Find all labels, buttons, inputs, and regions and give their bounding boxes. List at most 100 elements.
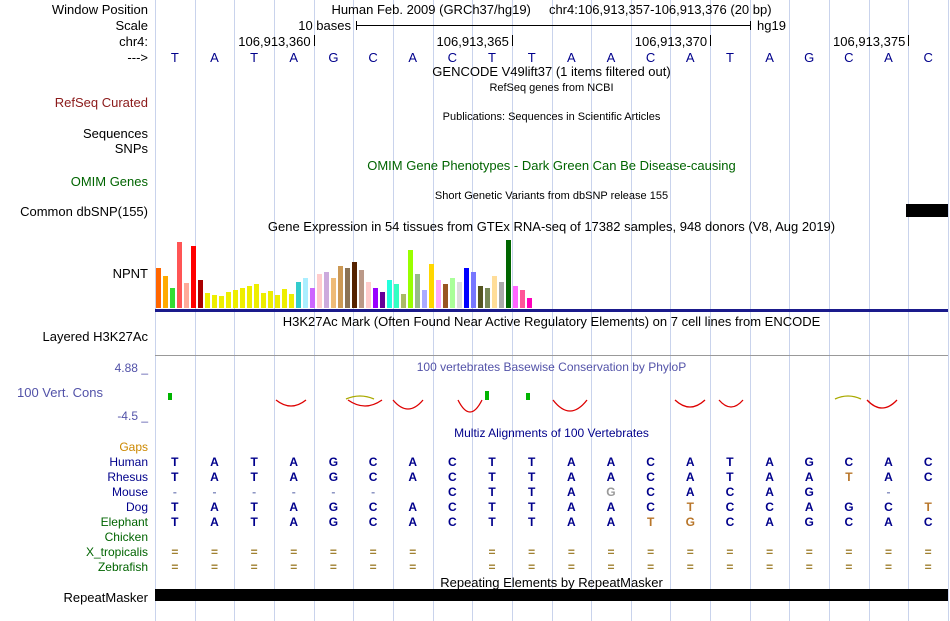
alignment-base: T (845, 470, 853, 484)
track-label-omim-genes[interactable]: OMIM Genes (70, 174, 148, 189)
track-label-conservation[interactable]: 100 Vert. Cons (17, 385, 103, 400)
alignment-base: G (844, 500, 854, 514)
alignment-base: G (804, 485, 814, 499)
alignment-base: C (923, 455, 933, 469)
alignment-base: C (448, 500, 457, 514)
species-label-x_tropicalis[interactable]: X_tropicalis (85, 545, 148, 559)
dbsnp-variant-bar[interactable] (906, 204, 948, 217)
conservation-track-title[interactable]: 100 vertebrates Basewise Conservation by… (416, 360, 687, 374)
gtex-expression-bar (499, 282, 504, 308)
gtex-expression-bar (485, 288, 490, 308)
gtex-expression-bar (268, 291, 273, 308)
alignment-base: C (368, 455, 378, 469)
alignment-base: - (331, 485, 336, 499)
gtex-expression-bar (317, 274, 322, 308)
sequence-base: C (645, 50, 656, 65)
alignment-base: T (488, 455, 496, 469)
alignment-base: G (328, 515, 339, 529)
conservation-min-label: -4.5 _ (117, 409, 148, 423)
alignment-base: = (369, 545, 377, 559)
gtex-expression-bar (296, 282, 301, 308)
coordinate-tick (511, 35, 513, 46)
species-label-chicken[interactable]: Chicken (104, 530, 148, 544)
species-label-rhesus[interactable]: Rhesus (107, 470, 148, 484)
gtex-expression-bar (457, 282, 462, 308)
chrom-label: chr4: (119, 34, 148, 49)
alignment-base: = (845, 545, 853, 559)
track-label-dbsnp[interactable]: Common dbSNP(155) (20, 204, 148, 219)
gtex-expression-bar (261, 293, 266, 308)
alignment-base: G (685, 515, 695, 529)
alignment-base: T (726, 470, 734, 484)
track-label-snps[interactable]: SNPs (114, 141, 148, 156)
gtex-expression-bar (282, 289, 287, 308)
sequence-base: C (368, 50, 378, 65)
multiz-track-title[interactable]: Multiz Alignments of 100 Vertebrates (454, 426, 649, 440)
sequence-base: A (566, 50, 576, 65)
gtex-baseline (155, 309, 948, 312)
track-label-refseq-curated[interactable]: RefSeq Curated (54, 95, 148, 110)
dbsnp-track-title[interactable]: Short Genetic Variants from dbSNP releas… (434, 190, 669, 202)
alignment-base: C (448, 515, 457, 529)
alignment-base: G (328, 470, 339, 484)
species-label-mouse[interactable]: Mouse (111, 485, 148, 499)
publications-track-title[interactable]: Publications: Sequences in Scientific Ar… (442, 111, 661, 123)
gtex-expression-bar (359, 270, 364, 308)
alignment-base: T (726, 455, 734, 469)
scale-label: Scale (115, 18, 148, 33)
alignment-base: T (250, 455, 258, 469)
alignment-base: = (528, 545, 536, 559)
alignment-base: T (527, 485, 536, 499)
scale-bar-right-tick (750, 21, 751, 30)
sequence-base: A (685, 50, 695, 65)
alignment-base: T (250, 515, 258, 529)
alignment-base: = (726, 560, 734, 574)
sequence-base: T (527, 50, 536, 65)
gtex-track-title[interactable]: Gene Expression in 54 tissues from GTEx … (267, 219, 836, 234)
alignment-base: T (527, 470, 536, 484)
alignment-base: C (765, 500, 774, 514)
species-label-elephant[interactable]: Elephant (100, 515, 148, 529)
track-label-h3k27ac[interactable]: Layered H3K27Ac (42, 329, 148, 344)
conservation-negative-dip (457, 399, 483, 413)
track-label-sequences[interactable]: Sequences (82, 126, 148, 141)
refseq-track-title[interactable]: RefSeq genes from NCBI (489, 82, 614, 94)
sequence-base: A (765, 50, 774, 65)
gtex-expression-bar (345, 268, 350, 308)
alignment-base: T (527, 500, 536, 514)
conservation-wiggle[interactable] (155, 372, 948, 418)
assembly-label: hg19 (757, 18, 786, 33)
window-position-label: Window Position (51, 2, 148, 17)
alignment-base: A (210, 500, 219, 514)
alignment-base: = (210, 560, 218, 574)
gtex-expression-bar (205, 293, 210, 308)
alignment-base: = (488, 560, 496, 574)
repeatmasker-track-title[interactable]: Repeating Elements by RepeatMasker (440, 575, 663, 590)
alignment-base: = (924, 545, 932, 559)
species-label-dog[interactable]: Dog (125, 500, 148, 514)
sequence-base: A (606, 50, 616, 65)
sequence-base: T (488, 50, 496, 65)
sequence-base: G (328, 50, 339, 65)
alignment-base: = (290, 560, 298, 574)
track-label-repeatmasker[interactable]: RepeatMasker (63, 590, 148, 605)
gencode-track-title[interactable]: GENCODE V49lift37 (1 items filtered out) (432, 64, 671, 79)
alignment-base: G (804, 455, 814, 469)
conservation-negative-dip (347, 399, 383, 407)
gtex-expression-bar (527, 298, 532, 308)
coordinate-tick (313, 35, 315, 46)
alignment-base: A (884, 455, 893, 469)
omim-track-title[interactable]: OMIM Gene Phenotypes - Dark Green Can Be… (367, 158, 736, 173)
species-label-zebrafish[interactable]: Zebrafish (97, 560, 148, 574)
gtex-gene-label[interactable]: NPNT (112, 266, 148, 281)
gtex-expression-bar (324, 272, 329, 308)
alignment-base: T (250, 470, 258, 484)
alignment-base: A (884, 515, 893, 529)
alignment-base: A (606, 515, 616, 529)
conservation-positive-bar (526, 393, 530, 400)
species-label-human[interactable]: Human (109, 455, 148, 469)
h3k27ac-track-title[interactable]: H3K27Ac Mark (Often Found Near Active Re… (282, 314, 821, 329)
repeatmasker-element-bar[interactable] (155, 589, 948, 601)
track-label-gaps[interactable]: Gaps (119, 440, 148, 454)
